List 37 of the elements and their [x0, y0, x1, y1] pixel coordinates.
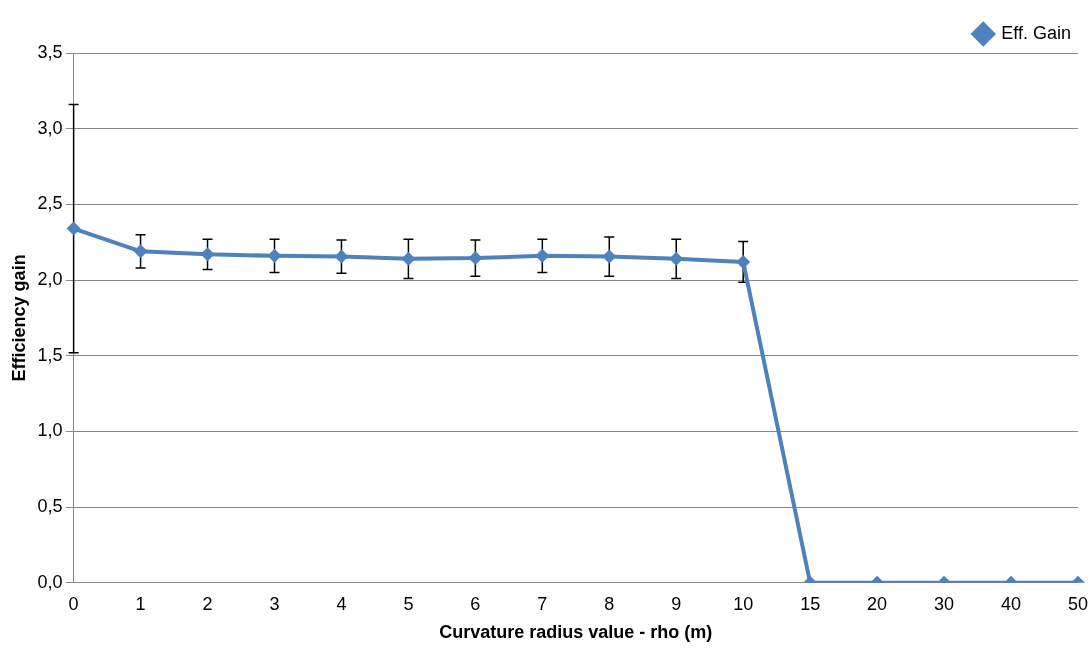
- x-tick-label: 20: [867, 593, 888, 614]
- x-tick-label: 7: [537, 593, 548, 614]
- x-axis-title: Curvature radius value - rho (m): [439, 622, 713, 643]
- point: [669, 251, 684, 266]
- point: [401, 251, 416, 266]
- y-tick-label: 0,0: [37, 571, 63, 592]
- point: [334, 249, 349, 264]
- legend-label: Eff. Gain: [1001, 22, 1072, 43]
- point: [200, 247, 215, 262]
- x-tick-label: 4: [336, 593, 347, 614]
- x-tick-label: 6: [470, 593, 481, 614]
- y-tick-label: 1,0: [37, 420, 63, 441]
- y-tick-label: 2,0: [37, 269, 63, 290]
- y-tick-label: 2,5: [37, 193, 63, 214]
- x-tick-label: 30: [934, 593, 955, 614]
- x-tick-label: 40: [1001, 593, 1022, 614]
- x-tick-label: 15: [800, 593, 821, 614]
- point: [535, 248, 550, 263]
- point: [133, 244, 148, 259]
- y-tick-label: 1,5: [37, 344, 63, 365]
- y-tick-label: 3,5: [37, 41, 63, 62]
- point: [468, 251, 483, 266]
- x-tick-label: 50: [1067, 593, 1088, 614]
- x-tick-label: 1: [135, 593, 146, 614]
- point: [736, 254, 751, 269]
- x-tick-label: 3: [269, 593, 280, 614]
- x-tick-label: 8: [604, 593, 615, 614]
- point: [267, 248, 282, 263]
- y-tick-label: 3,0: [37, 117, 63, 138]
- x-tick-label: 2: [202, 593, 213, 614]
- point: [602, 249, 617, 264]
- y-tick-label: 0,5: [37, 496, 63, 517]
- x-tick-label: 10: [733, 593, 754, 614]
- x-tick-label: 5: [403, 593, 414, 614]
- y-axis-title: Efficiency gain: [8, 254, 29, 382]
- x-tick-label: 9: [671, 593, 682, 614]
- x-tick-label: 0: [68, 593, 79, 614]
